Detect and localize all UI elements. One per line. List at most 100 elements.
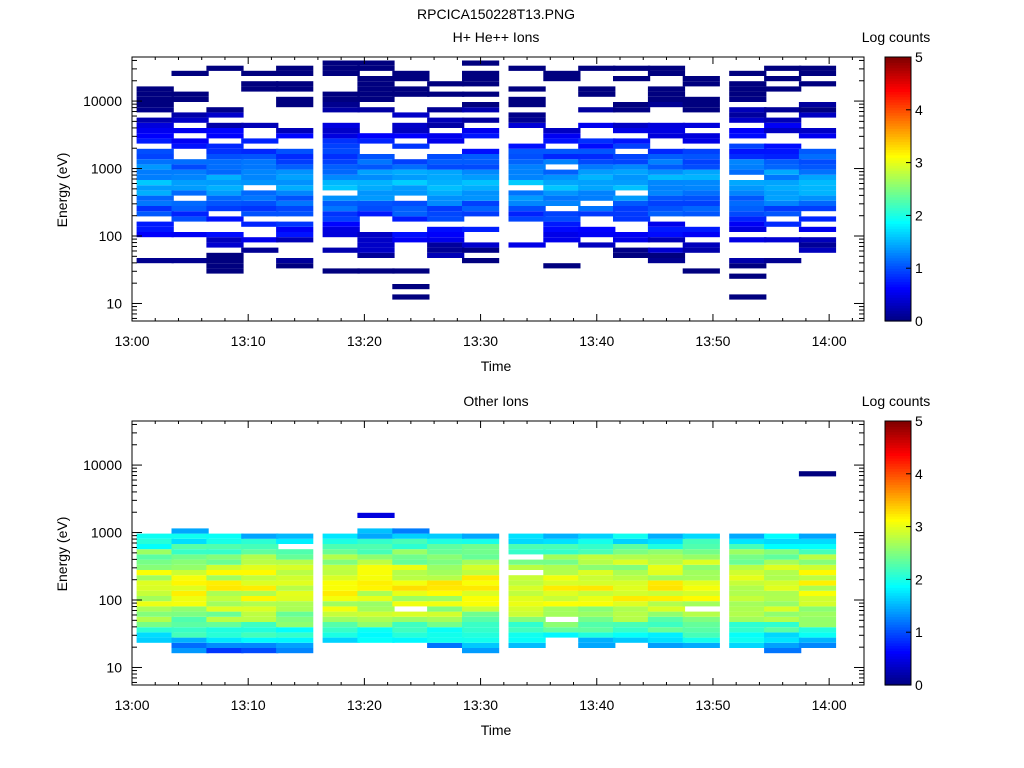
heatmap-cell [241, 174, 279, 180]
heatmap-cell [682, 232, 720, 238]
heatmap-cell [508, 627, 546, 633]
heatmap-cell [206, 601, 244, 607]
heatmap-cell [276, 226, 314, 232]
heatmap-cell [357, 580, 395, 586]
heatmap-cell [682, 580, 720, 586]
heatmap-cell [647, 590, 686, 596]
heatmap-cell [322, 133, 360, 139]
heatmap-cell [241, 211, 279, 217]
heatmap-cell [613, 76, 651, 82]
heatmap-cell [206, 237, 244, 243]
heatmap-cell [276, 590, 314, 596]
heatmap-cell [136, 180, 174, 186]
heatmap-cell [764, 611, 802, 617]
heatmap-cell [171, 206, 209, 212]
heatmap-cell [357, 564, 395, 570]
heatmap-cell [647, 580, 686, 586]
heatmap-cell [729, 226, 767, 232]
heatmap-cell [206, 627, 244, 633]
heatmap-cell [764, 122, 802, 128]
heatmap-cell [798, 627, 837, 633]
heatmap-cell [357, 81, 395, 87]
heatmap-cell [647, 206, 686, 212]
heatmap-cell [682, 637, 720, 643]
heatmap-cell [543, 195, 581, 201]
heatmap-cell [682, 154, 720, 160]
heatmap-cell [578, 570, 616, 576]
colorbar-segment [885, 255, 911, 259]
colorbar-segment [885, 294, 911, 298]
heatmap-cell [322, 128, 360, 134]
heatmap-cell [241, 596, 279, 602]
heatmap-cell [206, 263, 244, 269]
heatmap-cell [357, 575, 395, 581]
colorbar-segment [885, 547, 911, 551]
heatmap-cell [798, 596, 837, 602]
heatmap-cell [357, 195, 395, 201]
colorbar-segment [885, 152, 911, 156]
heatmap-cell [322, 632, 360, 638]
heatmap-cell [136, 616, 174, 622]
colorbar-segment [885, 616, 911, 620]
heatmap-cell [206, 164, 244, 170]
colorbar-segment [885, 136, 911, 140]
heatmap-cell [543, 169, 581, 175]
heatmap-cell [764, 65, 802, 71]
heatmap-cell [136, 570, 174, 576]
heatmap-cell [682, 76, 720, 82]
heatmap-cell [392, 616, 430, 622]
heatmap-cell [427, 559, 465, 565]
y-tick-label: 10000 [83, 457, 122, 473]
heatmap-cell [276, 580, 314, 586]
colorbar-segment [885, 125, 911, 129]
colorbar-segment [885, 315, 911, 319]
heatmap-cell [798, 70, 837, 76]
heatmap-cell [357, 237, 395, 243]
heatmap-cell [241, 611, 279, 617]
heatmap-cell [543, 580, 581, 586]
heatmap-cell [136, 559, 174, 565]
heatmap-cell [276, 616, 314, 622]
heatmap-cell [647, 185, 686, 191]
heatmap-cell [729, 273, 767, 279]
heatmap-cell [276, 185, 314, 191]
heatmap-cell [543, 138, 581, 144]
heatmap-cell [647, 601, 686, 607]
colorbar-segment [885, 534, 911, 538]
heatmap-cell [171, 590, 209, 596]
heatmap-cell [392, 174, 430, 180]
heatmap-cell [764, 211, 802, 217]
colorbar-segment [885, 669, 911, 673]
heatmap-cell [798, 195, 837, 201]
heatmap-cell [543, 575, 581, 581]
heatmap-cell [171, 164, 209, 170]
y-tick-label: 10 [106, 295, 122, 311]
heatmap-cell [392, 549, 430, 555]
heatmap-cell [276, 86, 314, 92]
heatmap-cell [427, 554, 465, 560]
heatmap-cell [206, 622, 244, 628]
heatmap-cell [427, 538, 465, 544]
heatmap-cell [427, 237, 465, 243]
heatmap-cell [276, 211, 314, 217]
colorbar-segment [885, 444, 911, 448]
heatmap-cell [682, 596, 720, 602]
heatmap-cell [276, 164, 314, 170]
heatmap-cell [729, 258, 767, 264]
heatmap-cell [462, 538, 500, 544]
heatmap-cell [613, 544, 651, 550]
colorbar-segment [885, 542, 911, 546]
colorbar-segment [885, 165, 911, 169]
heatmap-cell [729, 616, 767, 622]
heatmap-cell [647, 570, 686, 576]
heatmap-cell [206, 559, 244, 565]
colorbar-tick-label: 3 [915, 155, 923, 171]
heatmap-cell [206, 65, 244, 71]
heatmap-cell [136, 190, 174, 196]
colorbar-segment [885, 671, 911, 676]
colorbar-segment [885, 310, 911, 314]
heatmap-cell [427, 564, 465, 570]
heatmap-cell [276, 611, 314, 617]
heatmap-cell [764, 559, 802, 565]
heatmap-cell [427, 606, 465, 612]
